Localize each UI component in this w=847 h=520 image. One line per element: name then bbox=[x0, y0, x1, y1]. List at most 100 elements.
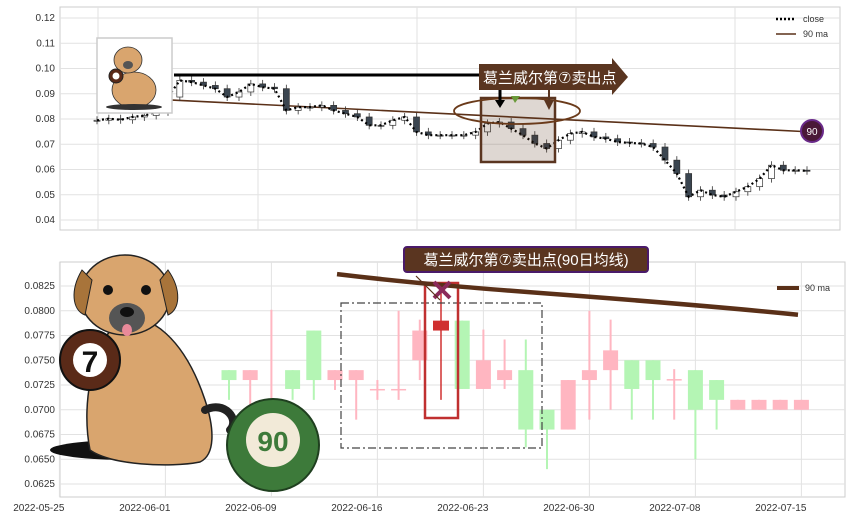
candle-body bbox=[365, 116, 373, 126]
candle-body bbox=[560, 380, 576, 430]
candle-body bbox=[708, 189, 716, 196]
x-tick-label: 2022-06-30 bbox=[543, 503, 595, 514]
candle-body bbox=[412, 330, 428, 361]
candle-body bbox=[140, 115, 148, 118]
signal-highlight-box bbox=[479, 96, 557, 164]
top-panel: 0.04 0.05 0.06 0.07 0.08 0.09 0.10 0.11 0.12 clo… bbox=[36, 6, 841, 231]
candle-body bbox=[772, 399, 788, 410]
candle-body bbox=[327, 370, 343, 381]
candle-body bbox=[793, 399, 809, 410]
top-legend: close 90 ma bbox=[776, 14, 828, 39]
candle-body bbox=[518, 370, 534, 430]
candle-body bbox=[732, 191, 740, 198]
bottom-legend: 90 ma bbox=[777, 283, 830, 293]
candle-body bbox=[247, 83, 255, 93]
candle-body bbox=[424, 131, 432, 136]
bottom-candles bbox=[221, 289, 809, 470]
sell-marker-icon bbox=[511, 96, 520, 103]
y-tick-label: 0.0725 bbox=[24, 380, 55, 391]
ball-90-text: 90 bbox=[257, 426, 288, 457]
bottom-x-ticks: 2022-05-25 2022-06-01 2022-06-09 2022-06-16… bbox=[13, 503, 807, 514]
top-annotation: 葛兰威尔第⑦卖出点 90 bbox=[174, 58, 824, 164]
candle-body bbox=[581, 370, 597, 381]
y-tick-label: 0.06 bbox=[36, 165, 56, 176]
candle-body bbox=[539, 409, 555, 430]
dog-thumbnail bbox=[96, 37, 173, 114]
candle-body bbox=[342, 110, 349, 115]
candle-body bbox=[649, 143, 657, 148]
candle-body bbox=[389, 119, 397, 126]
candle-body bbox=[531, 134, 539, 144]
candle-body bbox=[391, 388, 407, 391]
ball-7-text: 7 bbox=[82, 346, 99, 379]
candle-body bbox=[685, 173, 693, 198]
candle-body bbox=[687, 370, 703, 410]
candle-body bbox=[475, 360, 491, 389]
x-tick-label: 2022-07-08 bbox=[649, 503, 701, 514]
candle-body bbox=[566, 133, 574, 141]
y-tick-label: 0.0650 bbox=[24, 454, 55, 465]
candle-body bbox=[282, 88, 290, 111]
y-tick-label: 0.04 bbox=[36, 215, 56, 226]
y-tick-label: 0.09 bbox=[36, 89, 56, 100]
y-tick-label: 0.0775 bbox=[24, 331, 55, 342]
ma90-badge-label: 90 bbox=[806, 127, 818, 138]
x-tick-label: 2022-06-01 bbox=[119, 503, 171, 514]
candle-body bbox=[221, 370, 237, 381]
candle-body bbox=[756, 178, 764, 188]
candle-body bbox=[590, 131, 598, 138]
y-tick-label: 0.10 bbox=[36, 64, 56, 75]
candle-body bbox=[624, 360, 640, 389]
candle-body bbox=[709, 380, 725, 400]
y-tick-label: 0.0750 bbox=[24, 355, 55, 366]
candle-body bbox=[751, 399, 767, 410]
sell-signal-callout bbox=[479, 58, 628, 95]
candle-body bbox=[519, 128, 527, 136]
candle-body bbox=[497, 370, 513, 381]
legend-ma-label: 90 ma bbox=[803, 29, 828, 39]
y-tick-label: 0.12 bbox=[36, 13, 56, 24]
candle-body bbox=[603, 350, 619, 371]
dog-illustration: 7 90 bbox=[50, 254, 320, 492]
y-tick-label: 0.05 bbox=[36, 190, 56, 201]
candle-body bbox=[666, 379, 682, 381]
candle-body bbox=[242, 370, 258, 381]
y-tick-label: 0.0675 bbox=[24, 430, 55, 441]
dog-head-icon bbox=[113, 46, 143, 74]
sell-signal-label: 葛兰威尔第⑦卖出点 bbox=[483, 69, 616, 87]
bottom-panel: 0.0625 0.0650 0.0675 0.0700 0.0725 0.0750 0.07… bbox=[13, 246, 846, 514]
candle-body bbox=[697, 189, 704, 198]
candle-body bbox=[306, 330, 322, 381]
y-tick-label: 0.0825 bbox=[24, 281, 55, 292]
legend-close-label: close bbox=[803, 14, 824, 24]
x-tick-label: 2022-05-25 bbox=[13, 503, 65, 514]
top-y-ticks: 0.04 0.05 0.06 0.07 0.08 0.09 0.10 0.11 0.12 bbox=[36, 13, 56, 226]
candle-body bbox=[348, 370, 364, 381]
candle-body bbox=[803, 169, 811, 172]
y-tick-label: 0.0800 bbox=[24, 306, 55, 317]
candle-body bbox=[176, 80, 184, 98]
top-ma90-line bbox=[96, 95, 806, 133]
signal-window-box bbox=[340, 302, 543, 449]
top-close-line bbox=[96, 79, 808, 199]
candle-body bbox=[673, 159, 681, 174]
candle-body bbox=[768, 164, 775, 179]
candle-body bbox=[730, 399, 746, 410]
bottom-y-ticks: 0.0625 0.0650 0.0675 0.0700 0.0725 0.0750 0.07… bbox=[24, 281, 55, 490]
x-tick-label: 2022-06-23 bbox=[437, 503, 489, 514]
candle-body bbox=[433, 320, 449, 331]
legend-ma-label: 90 ma bbox=[805, 283, 830, 293]
y-tick-label: 0.0625 bbox=[24, 479, 55, 490]
y-tick-label: 0.11 bbox=[36, 38, 55, 49]
candle-body bbox=[413, 116, 420, 133]
y-tick-label: 0.07 bbox=[36, 139, 56, 150]
bottom-callout-label: 葛兰威尔第⑦卖出点(90日均线) bbox=[423, 251, 628, 269]
candle-body bbox=[661, 146, 669, 161]
sell-x-marker-icon bbox=[432, 280, 452, 300]
ma90-badge bbox=[800, 119, 824, 143]
y-tick-label: 0.08 bbox=[36, 114, 56, 125]
x-tick-label: 2022-06-16 bbox=[331, 503, 383, 514]
bottom-ma90-line bbox=[336, 271, 799, 317]
candle-body bbox=[223, 88, 231, 98]
